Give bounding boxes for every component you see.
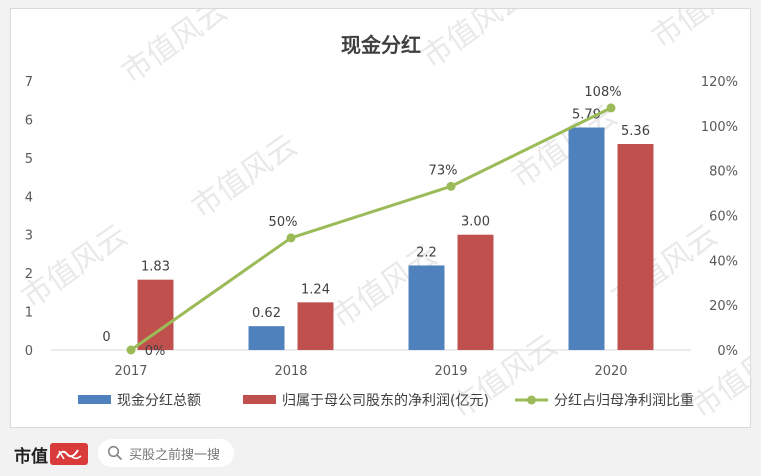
watermark-text: 市值风云 <box>646 9 752 56</box>
payout-ratio-point <box>606 103 616 113</box>
y2-tick-label: 40% <box>709 254 738 269</box>
y-tick-label: 1 <box>25 306 33 321</box>
line-data-label: 108% <box>584 85 621 100</box>
bar-data-label: 2.2 <box>416 245 437 260</box>
legend-label: 归属于母公司股东的净利润(亿元) <box>282 392 489 409</box>
payout-ratio-point <box>126 345 136 355</box>
chart-title: 现金分红 <box>341 33 421 57</box>
logo-text: 市值 <box>14 446 48 467</box>
bar-data-label: 1.24 <box>301 282 330 297</box>
watermark-text: 市值风云 <box>416 9 534 76</box>
legend-swatch <box>78 395 111 404</box>
brand-logo: 市值 <box>14 442 88 467</box>
watermark-text: 市值风云 <box>686 328 752 425</box>
line-data-label: 50% <box>269 215 298 230</box>
bar-net-profit <box>457 234 494 350</box>
bar-net-profit <box>617 144 654 350</box>
watermark-text: 市值风云 <box>16 218 134 315</box>
bar-data-label: 0 <box>102 330 110 345</box>
watermark-text: 市值风云 <box>116 9 234 91</box>
legend-swatch <box>243 395 276 404</box>
bar-dividend <box>568 127 605 351</box>
bar-data-label: 0.62 <box>252 306 281 321</box>
x-tick-label: 2018 <box>274 364 307 379</box>
search-icon <box>107 445 122 460</box>
legend-marker <box>527 395 536 405</box>
x-tick-label: 2017 <box>114 364 147 379</box>
bar-net-profit <box>137 279 174 350</box>
logo-badge <box>50 443 88 465</box>
x-tick-label: 2020 <box>594 364 627 379</box>
y-tick-label: 5 <box>25 152 33 167</box>
search-box[interactable]: 买股之前搜一搜 <box>98 439 234 467</box>
chart: 市值风云市值风云市值风云市值风云市值风云市值风云市值风云市值风云市值风云市值风云… <box>16 9 752 426</box>
x-tick-label: 2019 <box>434 364 467 379</box>
y2-tick-label: 100% <box>701 120 738 135</box>
payout-ratio-point <box>446 181 456 191</box>
y2-tick-label: 20% <box>709 299 738 314</box>
logo-badge-glyph <box>56 449 82 460</box>
y-tick-label: 4 <box>25 190 33 205</box>
y2-tick-label: 0% <box>717 344 738 359</box>
bar-data-label: 5.79 <box>572 107 601 122</box>
bar-data-label: 1.83 <box>141 260 170 275</box>
y-tick-label: 6 <box>25 113 33 128</box>
chart-card: 市值风云市值风云市值风云市值风云市值风云市值风云市值风云市值风云市值风云市值风云… <box>10 8 752 428</box>
bar-dividend <box>248 326 285 350</box>
watermark-text: 市值风云 <box>506 98 624 195</box>
bar-dividend <box>408 265 445 350</box>
y-tick-label: 3 <box>25 229 33 244</box>
legend-label: 现金分红总额 <box>117 393 201 409</box>
bar-data-label: 5.36 <box>621 124 650 139</box>
footer: 市值 买股之前搜一搜 <box>0 432 761 476</box>
line-data-label: 73% <box>429 163 458 178</box>
search-placeholder: 买股之前搜一搜 <box>129 447 221 463</box>
payout-ratio-point <box>286 233 296 243</box>
y-tick-label: 2 <box>25 267 33 282</box>
y-tick-label: 0 <box>25 344 33 359</box>
y2-tick-label: 120% <box>701 75 738 90</box>
y2-tick-label: 80% <box>709 165 738 180</box>
legend-label: 分红占归母净利润比重 <box>554 392 694 409</box>
payout-ratio-line <box>130 106 612 352</box>
y2-tick-label: 60% <box>709 210 738 225</box>
bar-net-profit <box>297 302 334 350</box>
watermark-text: 市值风云 <box>186 128 304 225</box>
y-tick-label: 7 <box>25 75 33 90</box>
bar-data-label: 3.00 <box>461 215 490 230</box>
line-data-label: 0% <box>145 344 166 359</box>
